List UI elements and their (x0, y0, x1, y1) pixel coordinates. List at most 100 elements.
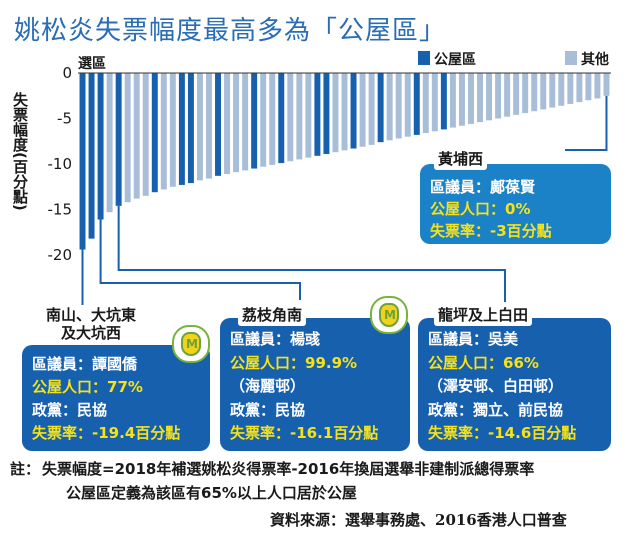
y-tick-label: -5 (57, 110, 72, 128)
public-label: 公屋人口： (230, 354, 306, 372)
bar-12 (178, 73, 185, 185)
public-value: 77% (107, 378, 143, 396)
loss-label: 失票率： (430, 222, 491, 240)
bar-46 (486, 73, 493, 121)
bar-22 (269, 73, 276, 165)
loss-row: 失票率：-19.4百分點 (32, 422, 180, 443)
bars-group (79, 73, 610, 250)
public-row: 公屋人口：77% (32, 376, 143, 397)
loss-value: -19.4百分點 (92, 424, 181, 442)
bar-47 (495, 73, 502, 119)
bar-11 (169, 73, 176, 187)
bar-59 (603, 73, 610, 96)
loss-label: 失票率： (428, 424, 489, 442)
party-row: 政黨：獨立、前民協 (428, 399, 563, 420)
public-label: 公屋人口： (430, 200, 506, 218)
bar-18 (233, 73, 240, 173)
bar-17 (224, 73, 231, 175)
y-tick-label: -20 (48, 246, 73, 264)
connector-lai-chi-kok-south (99, 219, 301, 300)
bar-57 (585, 73, 592, 101)
loss-row: 失票率：-14.6百分點 (428, 422, 576, 443)
callout-whampoa-west: 黃埔西 區議員：鄺葆賢 公屋人口：0% 失票率：-3百分點 (420, 147, 611, 244)
loss-label: 失票率： (32, 424, 93, 442)
bar-54 (558, 73, 565, 106)
callout-title-line2: 及大坑西 (61, 324, 122, 342)
bar-27 (314, 73, 321, 156)
bar-32 (359, 73, 366, 147)
loss-row: 失票率：-16.1百分點 (230, 422, 378, 443)
source-credit: 資料來源：選舉事務處、2016香港人口普查 (270, 511, 567, 529)
party-value: 獨立、前民協 (473, 401, 564, 419)
loss-label: 失票率： (230, 424, 291, 442)
member-value: 楊彧 (290, 330, 321, 348)
y-ticks-group: 0 -5 -10 -15 -20 (48, 64, 73, 264)
callout-title: 南山、大坑東 及大坑西 (42, 305, 141, 343)
bar-44 (467, 73, 474, 124)
bar-15 (206, 73, 212, 179)
bar-45 (477, 73, 483, 123)
bar-23 (278, 73, 285, 164)
public-label: 公屋人口： (428, 354, 504, 372)
bar-50 (522, 73, 529, 114)
footnote-line2: 公屋區定義為該區有65%以上人口居於公屋 (66, 484, 357, 502)
public-value: 0% (505, 200, 531, 218)
bar-1 (79, 73, 86, 250)
public-row: 公屋人口：99.9% (230, 352, 357, 373)
party-label: 政黨： (230, 401, 276, 419)
bar-25 (296, 73, 303, 160)
bar-10 (160, 73, 167, 190)
bar-52 (540, 73, 547, 110)
y-tick-label: 0 (62, 64, 72, 82)
bar-28 (323, 73, 330, 154)
callout-title: 龍坪及上白田 (434, 303, 533, 326)
public-row: 公屋人口：0% (430, 198, 530, 219)
bar-16 (215, 73, 221, 176)
party-value: 民協 (77, 401, 108, 419)
member-row: 區議員：譚國僑 (32, 353, 137, 374)
bar-14 (196, 73, 203, 181)
party-row: 政黨：民協 (230, 399, 305, 420)
bar-3 (97, 73, 104, 220)
bar-29 (332, 73, 339, 153)
bar-40 (431, 73, 438, 132)
member-label: 區議員： (428, 330, 489, 348)
bar-20 (251, 73, 258, 169)
public-row: 公屋人口：66% (428, 352, 539, 373)
estate-row: （澤安邨、白田邨） (428, 377, 564, 395)
callout-lung-ping: 龍坪及上白田 區議員：吳美 公屋人口：66% （澤安邨、白田邨） 政黨：獨立、前… (418, 303, 611, 451)
bar-5 (115, 73, 122, 206)
connector-whampoa-west (565, 95, 608, 151)
loss-value: -14.6百分點 (488, 424, 577, 442)
y-tick-label: -15 (48, 201, 73, 219)
connector-lung-ping (117, 205, 506, 302)
bar-56 (576, 73, 583, 103)
bar-24 (287, 73, 294, 162)
legend-label-public: 公屋區 (434, 52, 476, 68)
estate-row: （海麗邨） (230, 377, 306, 395)
y-axis-label: 失票幅度(百分點) (11, 92, 29, 211)
legend-label-other: 其他 (581, 52, 609, 68)
bar-42 (449, 73, 456, 128)
bar-34 (377, 73, 384, 143)
bar-36 (395, 73, 402, 139)
loss-value: -16.1百分點 (290, 424, 379, 442)
member-value: 譚國僑 (92, 355, 138, 373)
bar-53 (549, 73, 556, 108)
bar-58 (594, 73, 601, 99)
member-row: 區議員：楊彧 (230, 328, 320, 349)
bar-4 (106, 73, 113, 213)
public-value: 99.9% (305, 354, 358, 372)
bar-31 (350, 73, 357, 149)
public-value: 66% (503, 354, 539, 372)
member-label: 區議員： (430, 178, 491, 196)
x-axis-label: 選區 (78, 56, 106, 72)
legend-swatch-public (418, 51, 430, 65)
bar-30 (341, 73, 348, 151)
bar-19 (242, 73, 249, 171)
callout-nam-shan: 南山、大坑東 及大坑西 M 區議員：譚國僑 公屋人口：77% 政黨：民協 失票率… (22, 305, 210, 451)
y-tick-label: -10 (48, 155, 73, 173)
callout-lai-chi-kok-south: 荔枝角南 M 區議員：楊彧 公屋人口：99.9% （海麗邨） 政黨：民協 失票率… (220, 296, 410, 451)
bar-35 (386, 73, 393, 141)
